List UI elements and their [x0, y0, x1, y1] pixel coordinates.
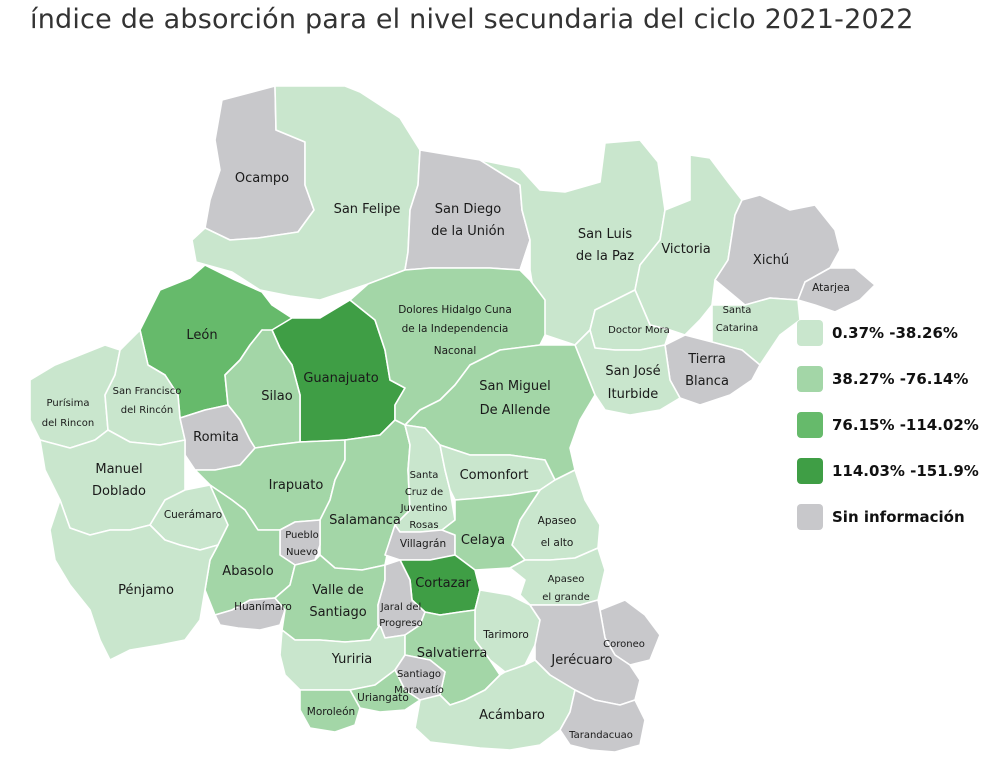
municipality-label-san-francisco-del-rincon: San Francisco del Rincón	[113, 386, 182, 416]
municipality-label-romita: Romita	[193, 430, 239, 445]
municipality-label-uriangato: Uriangato	[357, 692, 409, 704]
municipality-label-valle-de-santiago: Valle de Santiago	[309, 583, 366, 620]
municipality-labels: Ocampo San Felipe San Diego de la Unión San …	[42, 171, 850, 741]
legend-swatch	[797, 458, 823, 484]
municipality-label-jerecuaro: Jerécuaro	[550, 653, 612, 668]
legend-swatch	[797, 366, 823, 392]
legend-label: 38.27% -76.14%	[832, 370, 969, 388]
municipality-san-jose-iturbide	[574, 329, 681, 416]
municipality-label-apaseo-el-grande: Apaseo el grande	[542, 574, 590, 603]
legend-swatch	[797, 504, 823, 530]
municipality-regions	[29, 85, 876, 753]
municipality-label-huanimaro: Huanímaro	[234, 601, 292, 613]
municipality-label-tarandacuao: Tarandacuao	[568, 730, 633, 741]
municipality-label-celaya: Celaya	[461, 533, 505, 548]
municipality-label-san-felipe: San Felipe	[334, 202, 401, 217]
municipality-label-abasolo: Abasolo	[222, 564, 273, 579]
municipality-label-penjamo: Pénjamo	[118, 583, 174, 598]
municipality-label-irapuato: Irapuato	[269, 478, 324, 493]
municipality-label-acambaro: Acámbaro	[479, 708, 545, 723]
municipality-label-yuriria: Yuriria	[331, 652, 373, 667]
municipality-label-guanajuato: Guanajuato	[303, 371, 378, 386]
municipality-label-apaseo-el-alto: Apaseo el alto	[538, 515, 577, 549]
legend-label: 114.03% -151.9%	[832, 462, 979, 480]
municipality-label-pueblo-nuevo: Pueblo Nuevo	[285, 530, 319, 558]
municipality-label-cortazar: Cortazar	[415, 576, 471, 591]
municipality-label-atarjea: Atarjea	[812, 282, 850, 294]
municipality-label-purisima-del-rincon: Purísima del Rincon	[42, 397, 94, 429]
municipality-label-tarimoro: Tarimoro	[482, 629, 529, 641]
municipality-moroleon	[299, 689, 361, 733]
municipality-label-salvatierra: Salvatierra	[417, 646, 488, 661]
municipality-label-santa-catarina: Santa Catarina	[716, 305, 759, 334]
municipality-label-san-jose-iturbide: San José Iturbide	[605, 364, 660, 402]
municipality-label-manuel-doblado: Manuel Doblado	[92, 462, 146, 499]
legend-item-4: 114.03% -151.9%	[797, 448, 979, 494]
map-title: índice de absorción para el nivel secund…	[30, 4, 914, 35]
municipality-label-leon: León	[186, 328, 217, 343]
municipality-label-cueramaro: Cuerámaro	[164, 509, 222, 521]
municipality-acambaro	[414, 659, 576, 751]
legend-label: 0.37% -38.26%	[832, 324, 958, 342]
municipality-penjamo	[49, 499, 219, 661]
municipality-label-xichu: Xichú	[753, 253, 789, 268]
legend-label: Sin información	[832, 508, 965, 526]
legend-item-3: 76.15% -114.02%	[797, 402, 979, 448]
municipality-label-santa-cruz-de-juventino-rosas: Santa Cruz de Juventino Rosas	[400, 470, 448, 531]
municipality-label-doctor-mora: Doctor Mora	[608, 325, 670, 336]
legend-swatch	[797, 412, 823, 438]
municipality-label-san-miguel-de-allende: San Miguel De Allende	[479, 379, 551, 418]
legend-item-5: Sin información	[797, 494, 979, 540]
legend-item-2: 38.27% -76.14%	[797, 356, 979, 402]
municipality-label-san-diego-de-la-union: San Diego de la Unión	[431, 202, 505, 239]
municipality-label-coroneo: Coroneo	[603, 639, 645, 650]
municipality-victoria	[634, 154, 743, 336]
municipality-label-comonfort: Comonfort	[460, 468, 529, 483]
municipality-label-dolores-hidalgo-cuna-de-la-independencia-naconal: Dolores Hidalgo Cuna de la Independencia N…	[398, 304, 512, 357]
municipality-label-moroleon: Moroleón	[307, 706, 355, 718]
municipality-label-villagran: Villagrán	[400, 538, 446, 550]
municipality-label-ocampo: Ocampo	[235, 171, 289, 186]
municipality-label-santiago-maravatio: Santiago Maravatío	[394, 669, 444, 696]
legend-swatch	[797, 320, 823, 346]
municipality-santa-catarina	[711, 297, 801, 366]
municipality-label-jaral-del-progreso: Jaral del Progreso	[379, 602, 423, 629]
municipality-atarjea	[797, 267, 876, 313]
municipality-label-victoria: Victoria	[661, 242, 710, 257]
legend-label: 76.15% -114.02%	[832, 416, 979, 434]
municipality-huanimaro	[214, 597, 286, 631]
municipality-label-tierra-blanca: Tierra Blanca	[685, 352, 729, 389]
municipality-label-silao: Silao	[261, 389, 292, 404]
municipality-label-san-luis-de-la-paz: San Luis de la Paz	[576, 227, 634, 264]
municipality-label-salamanca: Salamanca	[329, 513, 401, 528]
municipality-tarandacuao	[559, 689, 646, 753]
legend-item-1: 0.37% -38.26%	[797, 310, 979, 356]
map-legend: 0.37% -38.26% 38.27% -76.14% 76.15% -114.0…	[797, 310, 979, 540]
